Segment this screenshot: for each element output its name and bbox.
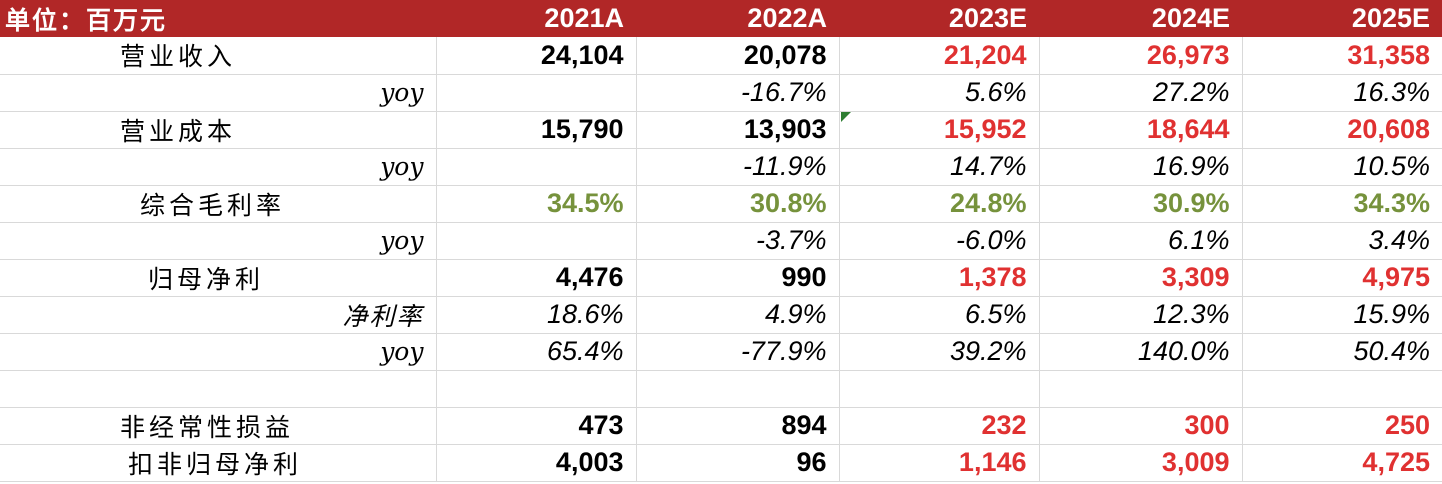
cell-value: 5.6% [839,74,1040,112]
cell-value: 18.6% [436,296,637,334]
cell-value: 30.8% [636,185,840,223]
row-label-yoy: yoy [0,148,437,186]
cell-value: 300 [1039,407,1243,445]
cell-value: 18,644 [1039,111,1243,149]
row-label-net-profit: 归母净利 [0,259,437,297]
row-label-yoy: yoy [0,74,437,112]
cell-value: 1,378 [839,259,1040,297]
table-row-net-profit: 归母净利 4,476 990 1,378 3,309 4,975 [0,259,1442,297]
cell-value: 250 [1242,407,1442,445]
row-label-empty [0,370,437,408]
cell-value: 13,903 [636,111,840,149]
cell-value: 894 [636,407,840,445]
row-label-nonrecurring: 非经常性损益 [0,407,437,445]
table-row-cost-yoy: yoy -11.9% 14.7% 16.9% 10.5% [0,148,1442,186]
cell-comment-indicator-icon [841,112,851,122]
cell-value: 16.3% [1242,74,1442,112]
cell-value: 15.9% [1242,296,1442,334]
table-row-revenue: 营业收入 24,104 20,078 21,204 26,973 31,358 [0,37,1442,75]
year-2021a: 2021A [544,3,624,33]
cell-value: 4,975 [1242,259,1442,297]
year-2023e: 2023E [948,3,1027,33]
table-row-gross-margin-yoy: yoy -3.7% -6.0% 6.1% 3.4% [0,222,1442,260]
cell-value [1039,370,1243,408]
cell-value: -3.7% [636,222,840,260]
header-row: 单位：百万元 2021A 2022A 2023E 2024E 2025E [0,0,1442,37]
table-row-cost: 营业成本 15,790 13,903 15,952 18,644 20,608 [0,111,1442,149]
cell-value [839,370,1040,408]
row-label-gross-margin: 综合毛利率 [0,185,437,223]
cell-value: 16.9% [1039,148,1243,186]
cell-value [436,148,637,186]
cell-value [636,370,840,408]
cell-value: 31,358 [1242,37,1442,75]
cell-value: 15,790 [436,111,637,149]
cell-value: -6.0% [839,222,1040,260]
year-2024e: 2024E [1151,3,1230,33]
cell-value [1242,370,1442,408]
cell-value: 990 [636,259,840,297]
cell-value: -77.9% [636,333,840,371]
cell-value: 50.4% [1242,333,1442,371]
table-row-net-margin: 净利率 18.6% 4.9% 6.5% 12.3% 15.9% [0,296,1442,334]
cell-value: 10.5% [1242,148,1442,186]
year-2022a: 2022A [747,3,827,33]
cell-value: 20,078 [636,37,840,75]
table-row-nonrecurring: 非经常性损益 473 894 232 300 250 [0,407,1442,445]
cell-value: 1,146 [839,444,1040,482]
year-2025e: 2025E [1351,3,1430,33]
table-row-gross-margin: 综合毛利率 34.5% 30.8% 24.8% 30.9% 34.3% [0,185,1442,223]
row-label-adjusted-net-profit: 扣非归母净利 [0,444,437,482]
cell-value: 6.5% [839,296,1040,334]
table-row-adjusted-net-profit: 扣非归母净利 4,003 96 1,146 3,009 4,725 [0,444,1442,482]
row-label-net-margin: 净利率 [0,296,437,334]
cell-value: 232 [839,407,1040,445]
row-label-revenue: 营业收入 [0,37,437,75]
cell-value: 4,003 [436,444,637,482]
cell-value: 6.1% [1039,222,1243,260]
cell-value: 473 [436,407,637,445]
row-label-yoy: yoy [0,333,437,371]
cell-value: 34.5% [436,185,637,223]
cell-value: 39.2% [839,333,1040,371]
unit-label: 单位：百万元 [5,5,168,35]
cell-value: -11.9% [636,148,840,186]
cell-value [436,370,637,408]
cell-value: 4.9% [636,296,840,334]
cell-value: 3,009 [1039,444,1243,482]
cell-value [436,222,637,260]
cell-value: 12.3% [1039,296,1243,334]
cell-value: 140.0% [1039,333,1243,371]
cell-value [436,74,637,112]
cell-value: 26,973 [1039,37,1243,75]
cell-value: 15,952 [839,111,1040,149]
cell-value: 3.4% [1242,222,1442,260]
table-row-net-profit-yoy: yoy 65.4% -77.9% 39.2% 140.0% 50.4% [0,333,1442,371]
cell-value: 24.8% [839,185,1040,223]
cell-value: 30.9% [1039,185,1243,223]
cell-value: 4,725 [1242,444,1442,482]
cell-value: 20,608 [1242,111,1442,149]
cell-value: 96 [636,444,840,482]
row-label-yoy: yoy [0,222,437,260]
cell-value: 27.2% [1039,74,1243,112]
cell-value: 3,309 [1039,259,1243,297]
table-row-empty [0,370,1442,408]
cell-value: 14.7% [839,148,1040,186]
cell-value: 65.4% [436,333,637,371]
cell-value: 34.3% [1242,185,1442,223]
row-label-cost: 营业成本 [0,111,437,149]
cell-value: 4,476 [436,259,637,297]
cell-value: -16.7% [636,74,840,112]
table-row-revenue-yoy: yoy -16.7% 5.6% 27.2% 16.3% [0,74,1442,112]
cell-value: 24,104 [436,37,637,75]
cell-value: 21,204 [839,37,1040,75]
